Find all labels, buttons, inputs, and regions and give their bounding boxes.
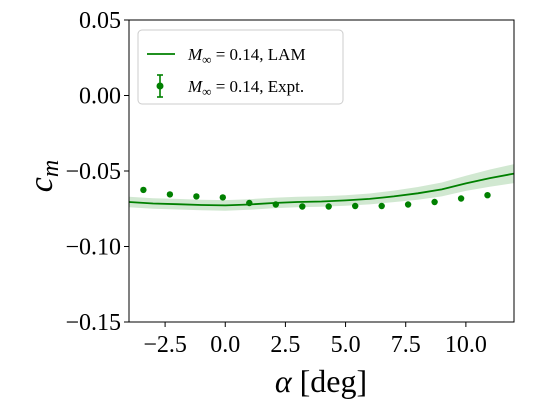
y-tick-label: −0.10 — [65, 235, 121, 261]
expt-data-point — [166, 191, 174, 198]
lam-uncertainty-band — [129, 164, 514, 211]
expt-data-point — [272, 201, 279, 208]
expt-data-point — [378, 202, 385, 210]
legend-box — [137, 29, 344, 105]
expt-data-point — [246, 199, 253, 207]
expt-data-point — [457, 195, 465, 202]
y-tick-label: −0.05 — [65, 159, 121, 185]
expt-data-point — [404, 201, 412, 208]
x-tick-label: 5.0 — [331, 332, 361, 358]
expt-data-point — [352, 202, 359, 210]
y-tick-label: 0.00 — [79, 84, 121, 110]
legend: M∞ = 0.14, LAM M∞ = 0.14, Expt. — [137, 29, 344, 105]
lam-series-line — [128, 172, 515, 207]
y-axis-label: cm — [23, 160, 64, 192]
y-ticks: 0.05 0.00 −0.05 −0.10 −0.15 — [65, 8, 129, 336]
legend-label-lam: M∞ = 0.14, LAM — [187, 45, 306, 67]
legend-point-marker — [156, 82, 164, 90]
x-tick-label: 0.0 — [210, 332, 240, 358]
x-ticks: −2.5 0.0 2.5 5.0 7.5 10.0 — [143, 322, 487, 358]
y-tick-label: 0.05 — [79, 8, 121, 34]
expt-data-point — [140, 186, 147, 194]
x-tick-label: −2.5 — [143, 332, 187, 358]
expt-data-point — [325, 203, 332, 210]
expt-data-point — [484, 192, 491, 199]
legend-label-expt: M∞ = 0.14, Expt. — [187, 77, 304, 99]
x-tick-label: 2.5 — [270, 332, 300, 358]
x-tick-label: 7.5 — [391, 332, 421, 358]
x-axis-label: α [deg] — [275, 363, 367, 399]
expt-data-point — [299, 203, 306, 210]
band-layer — [129, 164, 514, 211]
y-tick-label: −0.15 — [65, 310, 121, 336]
points-layer — [140, 186, 491, 210]
expt-data-point — [193, 193, 200, 200]
expt-data-point — [431, 198, 438, 206]
line-layer — [128, 172, 515, 207]
expt-data-point — [219, 194, 226, 201]
x-tick-label: 10.0 — [445, 332, 487, 358]
